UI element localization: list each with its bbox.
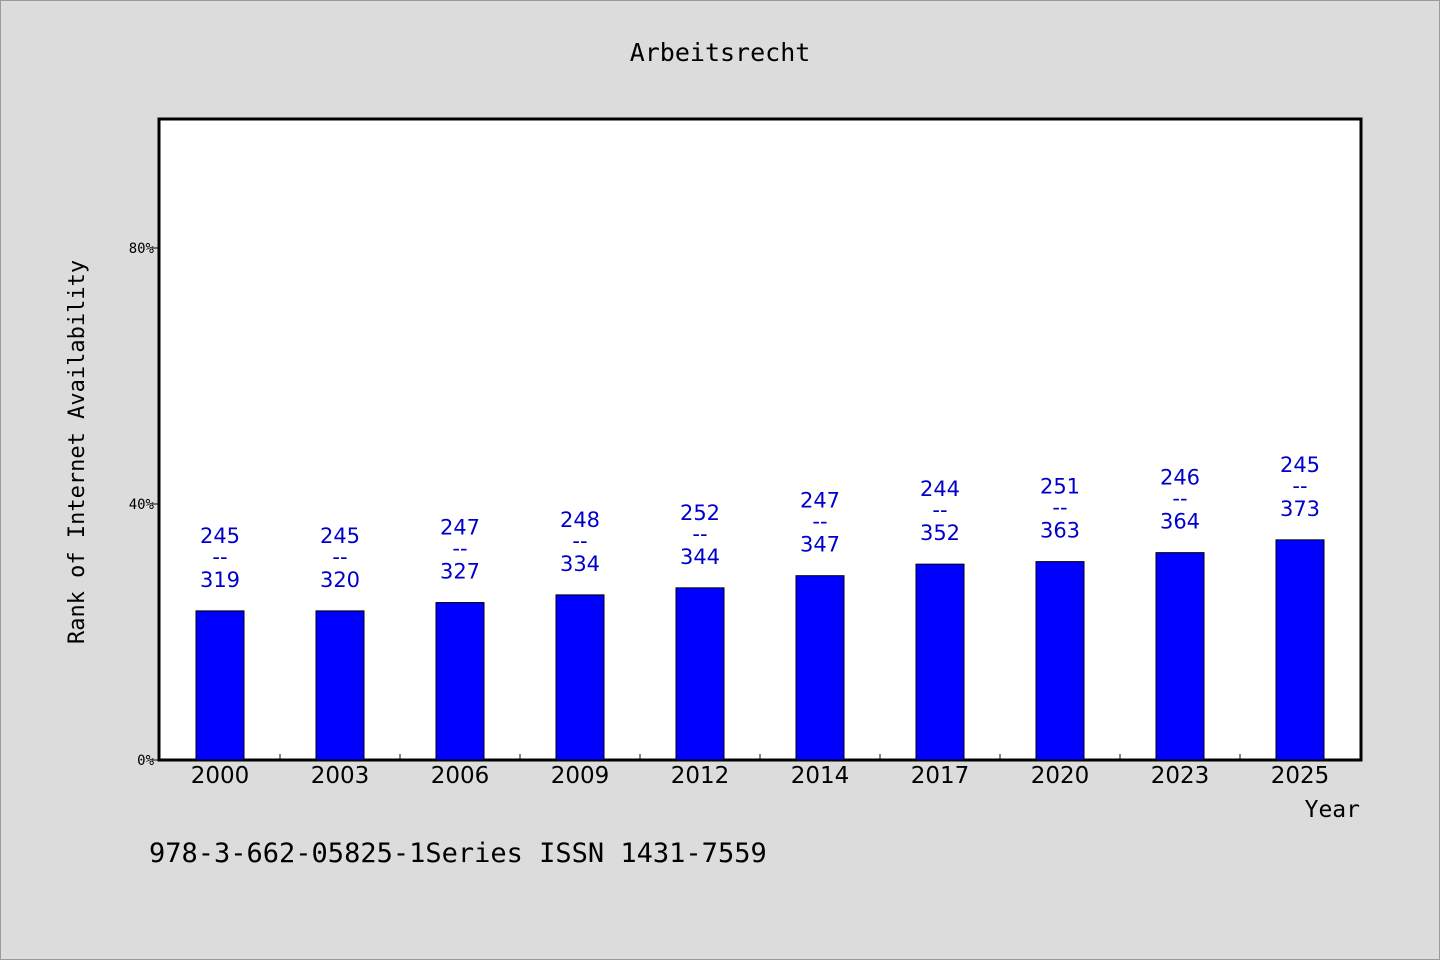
footer-text: 978-3-662-05825-1Series ISSN 1431-7559 [149,838,767,869]
bar-label-top: 245 [320,524,360,548]
y-axis: 0% 40% 80% [129,241,160,769]
x-tick-label: 2025 [1271,763,1330,789]
x-tick-label: 2020 [1031,763,1090,789]
bar-label-top: 252 [680,501,720,525]
bar [675,587,725,761]
bar-label-top: 246 [1160,466,1200,490]
bar-label-separator: -- [452,537,467,561]
bar-label-separator: -- [1052,496,1067,520]
bar-label-bottom: 373 [1280,497,1320,521]
bar-label-bottom: 327 [440,560,480,584]
x-tick-label: 2000 [191,763,250,789]
bar-label-separator: -- [572,529,587,553]
bar-label-bottom: 363 [1040,519,1080,543]
bar [915,563,965,761]
bar-label-bottom: 320 [320,568,360,592]
bar-label-bottom: 352 [920,521,960,545]
x-axis: 2000 2003 2006 2009 2012 2014 2017 2020 2023 2025 [191,754,1330,789]
bar-label-separator: -- [332,545,347,569]
bar [195,610,245,761]
y-axis-label: Rank of Internet Availability [65,260,90,644]
bar-label-top: 251 [1040,475,1080,499]
x-tick-label: 2003 [311,763,370,789]
bar-label-bottom: 347 [800,533,840,557]
x-tick-label: 2023 [1151,763,1210,789]
bar [795,575,845,761]
bar-label-bottom: 334 [560,552,600,576]
bar-label-bottom: 319 [200,568,240,592]
y-tick-label: 40% [129,497,155,513]
y-tick-label: 0% [137,753,154,769]
x-tick-label: 2009 [551,763,610,789]
bar [555,594,605,761]
bar [315,610,365,761]
bar-label-bottom: 344 [680,545,720,569]
bar-label-top: 244 [920,477,960,501]
y-tick-label: 80% [129,241,155,257]
bar-label-separator: -- [1292,474,1307,498]
bar-label-top: 247 [800,489,840,513]
bar-label-separator: -- [932,498,947,522]
bar-label-top: 248 [560,508,600,532]
x-axis-label: Year [1305,797,1360,823]
bar-label-separator: -- [212,545,227,569]
x-tick-label: 2006 [431,763,490,789]
bar-label-top: 245 [1280,453,1320,477]
bar [1275,539,1325,761]
bar [1035,561,1085,761]
bar-label-separator: -- [692,522,707,546]
bar-series [195,539,1325,761]
chart-title: Arbeitsrecht [630,38,811,67]
bar [435,602,485,761]
bar-label-top: 245 [200,524,240,548]
x-tick-label: 2017 [911,763,970,789]
bar-label-bottom: 364 [1160,510,1200,534]
x-tick-label: 2014 [791,763,850,789]
x-tick-label: 2012 [671,763,730,789]
bar-label-separator: -- [812,510,827,534]
bar [1155,552,1205,761]
bar-label-top: 247 [440,516,480,540]
bar-labels: 245--319245--320247--327248--334252--344… [200,453,1320,592]
bar-label-separator: -- [1172,487,1187,511]
